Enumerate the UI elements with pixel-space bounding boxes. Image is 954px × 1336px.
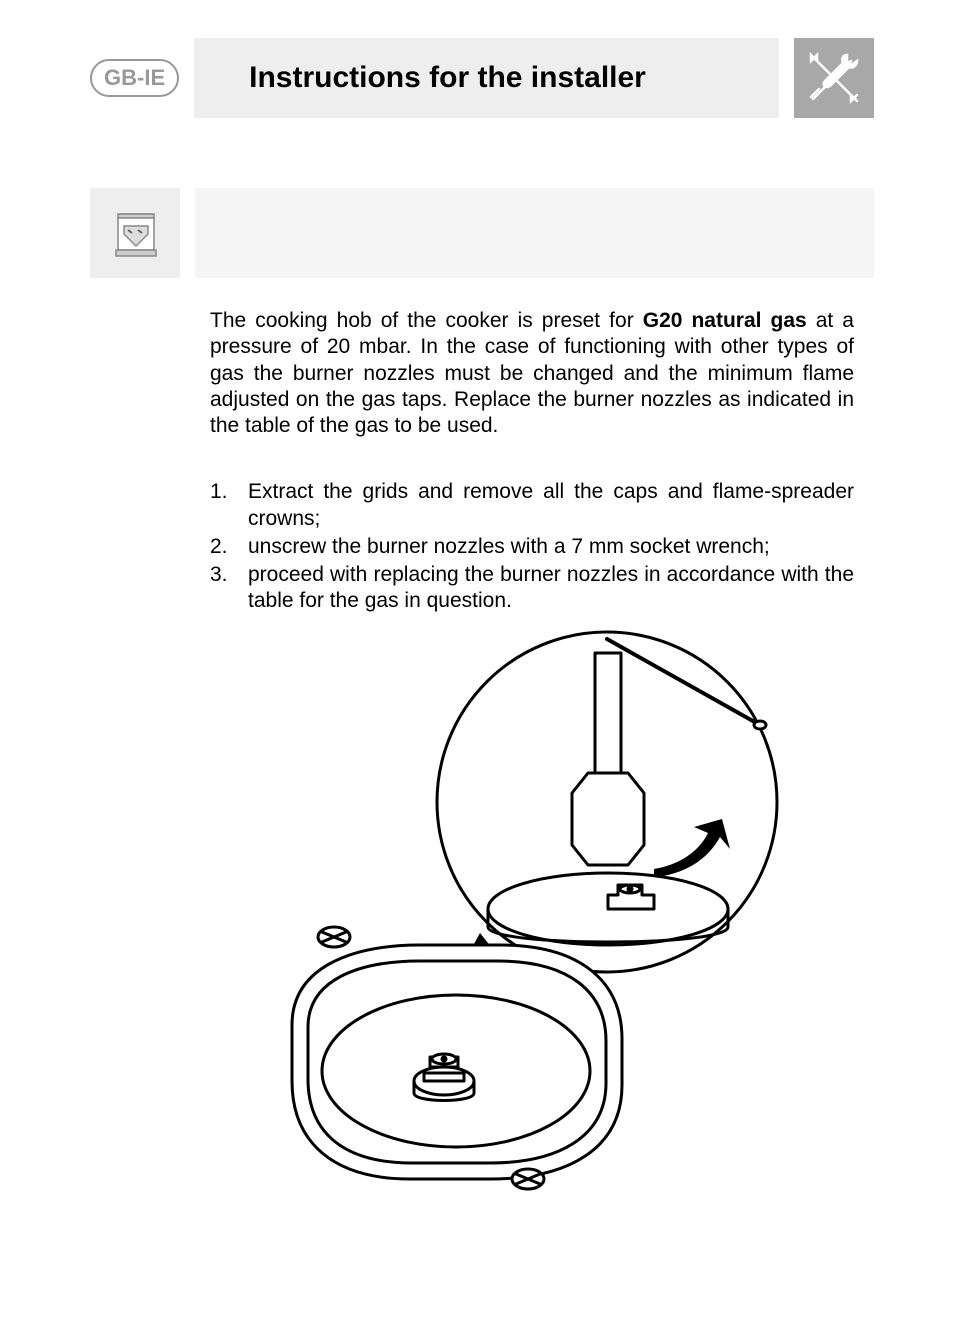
tools-icon-box <box>794 38 874 118</box>
step-text: proceed with replacing the burner nozzle… <box>248 562 854 615</box>
section-icon-box <box>90 188 180 278</box>
content-area: The cooking hob of the cooker is preset … <box>0 278 954 1197</box>
tools-icon <box>803 47 865 109</box>
section-title-bar <box>195 188 874 278</box>
step-number: 1. <box>210 479 248 532</box>
list-item: 3. proceed with replacing the burner noz… <box>210 562 854 615</box>
step-number: 3. <box>210 562 248 615</box>
title-bar: Instructions for the installer <box>194 38 779 118</box>
burner-nozzle-illustration <box>262 627 802 1197</box>
nozzle-diagram <box>210 627 854 1197</box>
country-code-text: GB-IE <box>104 65 165 90</box>
hob-outlet-icon <box>108 206 163 261</box>
list-item: 1. Extract the grids and remove all the … <box>210 479 854 532</box>
step-number: 2. <box>210 534 248 560</box>
intro-pre: The cooking hob of the cooker is preset … <box>210 309 643 332</box>
country-code-badge: GB-IE <box>90 59 179 97</box>
steps-list: 1. Extract the grids and remove all the … <box>210 479 854 614</box>
step-text: unscrew the burner nozzles with a 7 mm s… <box>248 534 854 560</box>
header-row: GB-IE Instructions for the installer <box>0 0 954 118</box>
list-item: 2. unscrew the burner nozzles with a 7 m… <box>210 534 854 560</box>
page-title: Instructions for the installer <box>249 61 646 95</box>
section-row <box>0 118 954 278</box>
intro-bold-gas-type: G20 natural gas <box>643 309 807 332</box>
step-text: Extract the grids and remove all the cap… <box>248 479 854 532</box>
intro-paragraph: The cooking hob of the cooker is preset … <box>210 308 854 439</box>
